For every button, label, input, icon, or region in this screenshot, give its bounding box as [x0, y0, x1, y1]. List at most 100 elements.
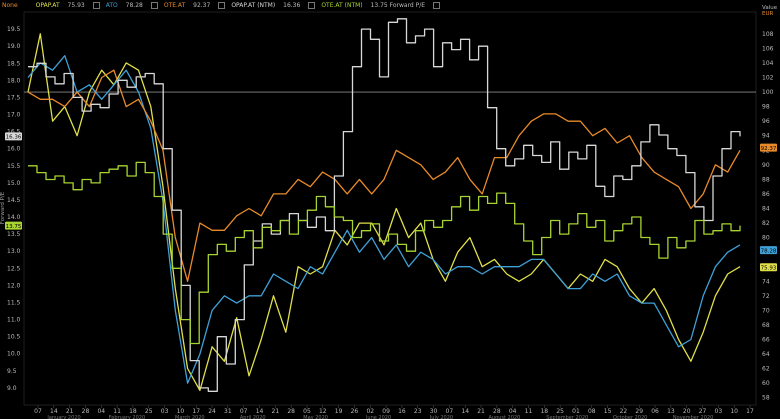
- legend-checkbox[interactable]: [218, 2, 226, 9]
- left-axis-tick: 16.5: [7, 129, 21, 136]
- x-axis-tick: 01: [572, 408, 580, 415]
- x-axis-tick: 28: [287, 408, 295, 415]
- legend-series-value: 92.37: [193, 2, 211, 9]
- legend-series-name: ATO: [105, 2, 120, 9]
- x-axis-tick: 18: [129, 408, 137, 415]
- x-axis-tick: 12: [319, 408, 327, 415]
- legend-checkbox[interactable]: [433, 2, 441, 9]
- right-axis-tick: 108: [762, 31, 774, 38]
- last-value-tag-label: 13.75: [6, 224, 22, 230]
- legend-series-value: 16.36: [283, 2, 301, 9]
- legend-checkbox[interactable]: [150, 2, 158, 9]
- last-value-tag: [760, 246, 777, 255]
- x-axis-tick: 14: [461, 408, 469, 415]
- x-axis-tick: 22: [620, 408, 628, 415]
- series-line: [27, 55, 741, 384]
- last-value-tag-label: 78.28: [761, 248, 777, 254]
- left-axis-tick: 15.0: [7, 180, 21, 187]
- left-axis-tick: 9.0: [7, 385, 17, 392]
- x-axis-tick: 10: [730, 408, 738, 415]
- x-axis-tick: 07: [34, 408, 42, 415]
- chart-legend: None OPAP.AT 75.93 ATO 78.28 OTE.AT 92.37 OP…: [0, 0, 780, 12]
- left-axis-tick: 11.5: [7, 299, 21, 306]
- right-axis-tick: 66: [762, 337, 770, 344]
- last-value-tag: [5, 132, 22, 141]
- x-axis-tick: 17: [192, 408, 200, 415]
- x-axis-tick: 31: [224, 408, 232, 415]
- right-axis-tick: 98: [762, 104, 770, 111]
- x-axis-tick: 02: [366, 408, 374, 415]
- right-axis-tick: 70: [762, 307, 770, 314]
- legend-checkbox[interactable]: [92, 2, 100, 9]
- series-line: [27, 33, 741, 392]
- x-axis-tick: 11: [525, 408, 533, 415]
- left-axis-tick: 13.5: [7, 231, 21, 238]
- x-axis-tick: 05: [303, 408, 311, 415]
- x-axis-tick: 17: [746, 408, 754, 415]
- left-axis-tick: 18.5: [7, 60, 21, 67]
- right-axis-tick: 96: [762, 118, 770, 125]
- right-axis-tick: 82: [762, 220, 770, 227]
- left-axis-title: Forward P/E: [0, 191, 6, 224]
- x-axis-tick: 26: [351, 408, 359, 415]
- left-axis-tick: 13.0: [7, 248, 21, 255]
- left-axis-tick: 19.0: [7, 43, 21, 50]
- right-axis-tick: 72: [762, 293, 770, 300]
- left-axis-tick: 18.0: [7, 77, 21, 84]
- x-axis-month-label: October 2020: [613, 415, 647, 419]
- left-axis-tick: 19.5: [7, 26, 21, 33]
- left-axis-tick: 15.5: [7, 163, 21, 170]
- left-axis-tick: 17.5: [7, 94, 21, 101]
- right-axis-tick: 84: [762, 206, 770, 213]
- x-axis-tick: 07: [446, 408, 454, 415]
- legend-checkbox[interactable]: [308, 2, 316, 9]
- last-value-tag: [5, 221, 22, 230]
- left-axis-tick: 12.5: [7, 265, 21, 272]
- right-axis-tick: 94: [762, 133, 770, 140]
- x-axis-month-label: June 2020: [365, 415, 391, 419]
- x-axis-tick: 14: [256, 408, 264, 415]
- legend-series-value: 78.28: [125, 2, 143, 9]
- x-axis-month-label: September 2020: [546, 415, 588, 419]
- left-axis-unit-label: None: [2, 2, 18, 9]
- x-axis-tick: 30: [430, 408, 438, 415]
- x-axis-tick: 28: [493, 408, 501, 415]
- x-axis-tick: 28: [82, 408, 90, 415]
- right-axis-tick: 106: [762, 45, 774, 52]
- left-axis-tick: 9.5: [7, 368, 17, 375]
- left-axis-tick: 14.0: [7, 214, 21, 221]
- x-axis-tick: 29: [635, 408, 643, 415]
- left-axis-tick: 16.0: [7, 146, 21, 153]
- left-axis-tick: 10.0: [7, 351, 21, 358]
- right-axis-unit-label: Value: [762, 5, 778, 11]
- legend-series-value: 75.93: [67, 2, 85, 9]
- right-axis-tick: 74: [762, 278, 770, 285]
- last-value-tag: [760, 143, 777, 152]
- x-axis-month-label: April 2020: [240, 415, 266, 419]
- legend-series-name: OTE.AT: [163, 2, 188, 9]
- x-axis-tick: 06: [651, 408, 659, 415]
- plot-frame: [23, 11, 757, 406]
- x-axis-month-label: January 2020: [46, 415, 80, 419]
- x-axis-month-label: February 2020: [109, 415, 145, 419]
- series-line: [27, 69, 741, 282]
- right-axis-tick: 68: [762, 322, 770, 329]
- right-axis-tick: 64: [762, 351, 770, 358]
- legend-series-name: OTE.AT (NTM): [321, 2, 365, 9]
- x-axis-tick: 27: [699, 408, 707, 415]
- x-axis-tick: 10: [177, 408, 185, 415]
- x-axis-tick: 20: [683, 408, 691, 415]
- x-axis-tick: 04: [509, 408, 517, 415]
- last-value-tag-label: 16.36: [6, 135, 22, 141]
- left-axis-tick: 14.5: [7, 197, 21, 204]
- x-axis-tick: 19: [335, 408, 343, 415]
- x-axis-tick: 16: [398, 408, 406, 415]
- x-axis-tick: 11: [113, 408, 121, 415]
- x-axis-tick: 13: [667, 408, 675, 415]
- legend-series-name: OPAP.AT (NTM): [231, 2, 278, 9]
- x-axis-month-label: November 2020: [673, 415, 713, 419]
- x-axis-tick: 25: [145, 408, 153, 415]
- series-line: [28, 18, 741, 392]
- right-axis-currency-label: EUR: [762, 11, 774, 17]
